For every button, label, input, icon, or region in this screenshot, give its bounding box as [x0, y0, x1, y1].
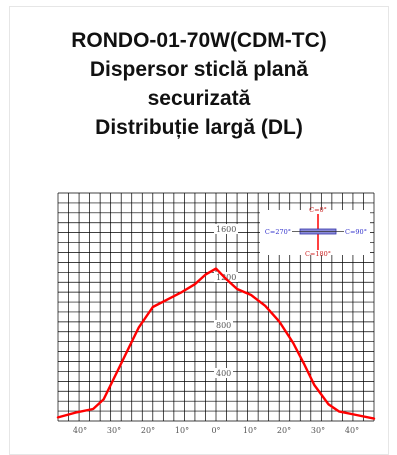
x-tick-label: 0°	[211, 426, 220, 435]
legend-label-left: C=270°	[265, 228, 291, 236]
product-title: RONDO-01-70W(CDM-TC) Dispersor sticlă pl…	[10, 26, 388, 142]
legend-label-bottom: C=180°	[305, 250, 331, 258]
product-title-line-1: RONDO-01-70W(CDM-TC)	[71, 29, 327, 52]
x-tick-label: 20°	[277, 426, 291, 435]
x-tick-label-bg	[343, 424, 361, 435]
x-tick-label: 20°	[141, 426, 155, 435]
radial-label-bg	[214, 272, 238, 282]
intensity-curve	[56, 267, 376, 420]
x-tick-label-bg	[71, 424, 89, 435]
legend-label-right: C=90°	[345, 228, 367, 236]
radial-label: 800	[216, 321, 231, 330]
x-tick-label-bg	[275, 424, 293, 435]
radial-label: 1600	[216, 225, 236, 234]
product-title-line-3: securizată	[147, 87, 251, 110]
x-tick-label-bg	[173, 424, 191, 435]
radial-label: 400	[216, 369, 231, 378]
x-tick-label-bg	[139, 424, 157, 435]
product-title-line-2: Dispersor sticlă plană	[89, 58, 309, 81]
x-tick-label-bg	[207, 424, 225, 435]
radial-label-bg	[214, 368, 233, 378]
x-tick-label: 40°	[73, 426, 87, 435]
x-tick-label-bg	[105, 424, 123, 435]
legend-label-top: C=0°	[309, 206, 327, 214]
product-card: RONDO-01-70W(CDM-TC) Dispersor sticlă pl…	[9, 6, 389, 455]
radial-label-bg	[214, 320, 233, 330]
x-tick-label: 10°	[243, 426, 257, 435]
x-tick-label: 30°	[107, 426, 121, 435]
x-tick-labels: 40° 30° 20° 10° 0° 10° 20° 30° 40°	[71, 424, 361, 435]
x-tick-label: 30°	[311, 426, 325, 435]
radial-label-bg	[214, 224, 238, 234]
chart-legend: C=0° C=270° C=90° C=180°	[260, 206, 370, 258]
x-tick-label: 40°	[345, 426, 359, 435]
product-title-line-4: Distribuție largă (DL)	[95, 116, 303, 139]
x-tick-label: 10°	[175, 426, 189, 435]
x-tick-label-bg	[241, 424, 259, 435]
x-tick-label-bg	[309, 424, 327, 435]
